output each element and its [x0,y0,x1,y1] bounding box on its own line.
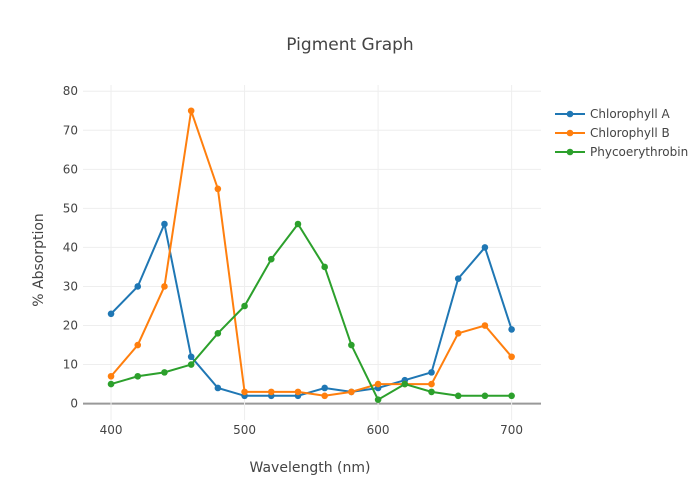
data-point [134,283,142,290]
y-tick-label: 50 [63,201,78,215]
data-point [348,388,355,396]
series-line [110,222,512,402]
data-point [321,263,328,271]
x-tick-label: 400 [100,423,123,437]
data-point [134,341,142,349]
data-point [161,220,168,228]
y-tick-label: 70 [63,123,78,137]
data-point [267,255,275,263]
data-point [454,392,462,400]
data-point [214,185,222,193]
legend-marker [566,148,574,156]
data-point [428,380,435,388]
data-point [187,353,195,361]
data-point [374,380,382,388]
data-point [294,220,302,228]
data-point [508,326,515,333]
data-point [107,310,115,318]
data-point [187,107,195,115]
data-point [348,341,355,349]
data-point [294,388,302,396]
y-tick-label: 40 [63,240,78,254]
y-tick-label: 60 [63,162,78,176]
y-axis-label: % Absorption [31,213,47,307]
x-tick-label: 700 [500,423,523,437]
chart-title: Pigment Graph [286,35,413,55]
series-lines [107,107,515,403]
data-point [107,372,115,380]
data-point [454,275,462,282]
y-tick-label: 0 [70,397,78,411]
series-line [110,110,513,397]
data-point [481,244,489,251]
data-point [481,322,489,329]
data-point [134,372,142,380]
data-point [241,388,248,396]
data-point [374,396,382,403]
legend: Chlorophyll A Chlorophyll B Phycoerythrobi… [555,107,688,159]
legend-marker [566,110,574,118]
y-tick-label: 10 [63,358,78,372]
data-point [161,369,168,376]
data-point [267,388,275,396]
x-tick-label: 600 [367,423,390,437]
data-point [214,384,222,392]
y-tick-label: 30 [63,279,78,293]
data-point [401,380,409,388]
series-line [110,220,513,397]
data-point [428,369,435,376]
data-point [428,388,435,396]
data-point [321,384,328,392]
data-point [508,353,515,361]
data-point [508,392,515,400]
legend-label: Chlorophyll A [590,107,670,121]
tick-labels: 0 10 20 30 40 50 60 70 80 400 500 600 700 [63,84,523,437]
y-tick-label: 80 [63,84,78,98]
data-point [321,392,328,400]
data-point [454,330,462,337]
legend-marker [566,129,574,137]
legend-label: Phycoerythrobin [590,145,688,159]
legend-label: Chlorophyll B [590,126,670,140]
y-tick-label: 20 [63,319,78,333]
data-point [214,330,222,337]
data-point [161,283,168,290]
data-point [481,392,489,400]
x-axis-label: Wavelength (nm) [250,460,371,476]
data-point [187,361,195,368]
data-point [107,380,115,388]
x-tick-label: 500 [233,423,256,437]
data-point [241,302,248,310]
